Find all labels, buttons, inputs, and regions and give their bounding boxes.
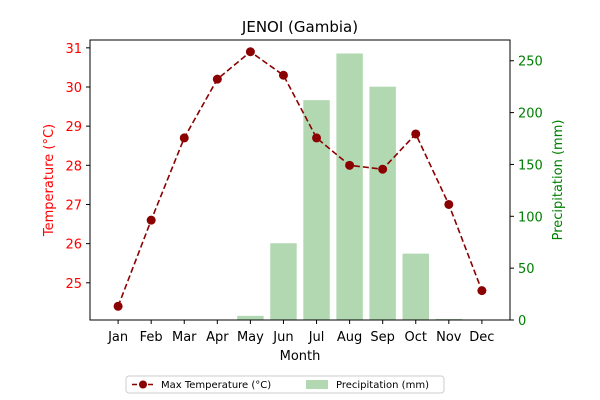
legend-bar-swatch: [306, 380, 328, 389]
x-tick-label: Feb: [140, 330, 163, 345]
temperature-point-mar: [179, 133, 189, 143]
axes: Jan Feb Mar Apr May Jun Jul Aug Sep Oct Nov Dec 25 26…: [65, 39, 543, 345]
y-right-tick-label: 50: [518, 262, 535, 277]
temperature-point-jun: [278, 70, 288, 80]
x-tick-label: May: [237, 330, 264, 345]
y-left-tick-label: 31: [65, 42, 82, 57]
temperature-point-may: [245, 47, 255, 57]
temperature-point-oct: [411, 129, 421, 139]
legend: Max Temperature (°C) Precipitation (mm): [125, 375, 445, 394]
temperature-point-apr: [212, 74, 222, 84]
x-tick-label: Jun: [272, 330, 293, 345]
legend-box: [125, 375, 445, 394]
temperature-point-dec: [477, 286, 487, 296]
precipitation-bar-sep: [369, 86, 396, 321]
x-tick-label: Sep: [370, 330, 395, 345]
precipitation-bar-aug: [336, 53, 363, 321]
y-left-tick-label: 25: [65, 277, 82, 292]
y-left-tick-label: 29: [65, 120, 82, 135]
temperature-point-feb: [146, 215, 156, 225]
y-right-tick-label: 100: [518, 210, 543, 225]
y-left-tick-label: 26: [65, 238, 82, 253]
temperature-point-aug: [345, 160, 355, 170]
y-left-tick-label: 30: [65, 81, 82, 96]
precipitation-bar-jul: [303, 100, 330, 320]
y-left-tick-label: 28: [65, 159, 82, 174]
x-tick-label: Jan: [107, 330, 128, 345]
temperature-point-nov: [444, 199, 454, 209]
precipitation-bar-may: [237, 315, 264, 320]
y-left-axis-label: Temperature (°C): [42, 124, 57, 237]
temperature-point-jul: [312, 133, 322, 143]
x-tick-label: Oct: [405, 330, 427, 345]
precipitation-bar-nov: [435, 318, 463, 320]
precipitation-bar-oct: [402, 253, 429, 320]
legend-marker: [139, 380, 147, 389]
temperature-line: [113, 47, 487, 311]
x-tick-label: Apr: [206, 330, 229, 345]
y-left-tick-label: 27: [65, 198, 82, 213]
y-right-tick-label: 200: [518, 107, 543, 122]
y-right-tick-label: 150: [518, 158, 543, 173]
temperature-line-path: [117, 50, 483, 307]
legend-label-temperature: Max Temperature (°C): [161, 380, 271, 391]
precipitation-bars: [237, 53, 463, 321]
legend-label-precipitation: Precipitation (mm): [336, 380, 429, 391]
x-tick-label: Jul: [308, 330, 325, 345]
y-right-tick-label: 0: [518, 314, 526, 329]
precipitation-bar-jun: [270, 243, 297, 320]
x-tick-label: Aug: [337, 330, 362, 345]
temperature-point-jan: [113, 301, 123, 311]
temperature-point-sep: [378, 164, 388, 174]
x-axis-label: Month: [280, 349, 321, 364]
chart-title: JENOI (Gambia): [241, 18, 358, 36]
x-tick-label: Nov: [436, 330, 462, 345]
x-tick-label: Mar: [172, 330, 197, 345]
y-right-axis-label: Precipitation (mm): [551, 120, 566, 241]
x-tick-label: Dec: [469, 330, 494, 345]
y-right-tick-label: 250: [518, 55, 543, 70]
plot-frame: [89, 39, 511, 321]
